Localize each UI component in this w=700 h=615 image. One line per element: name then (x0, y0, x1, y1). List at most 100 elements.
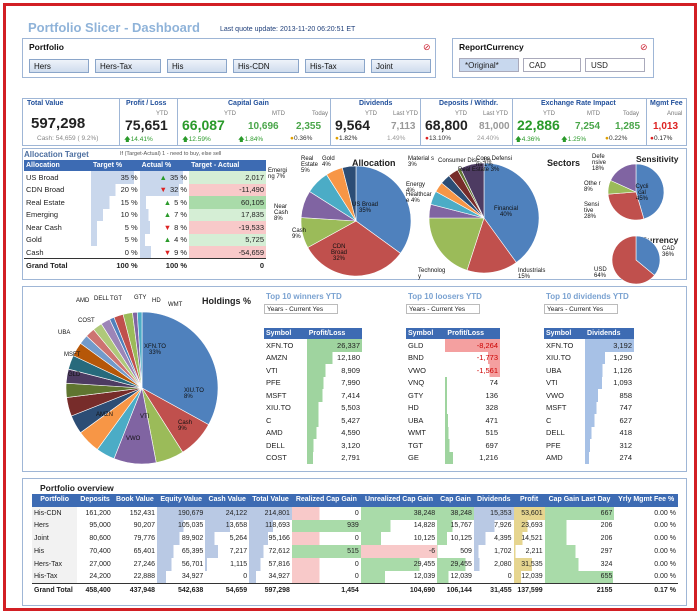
col-header[interactable]: Profit (513, 494, 545, 507)
kpi-value: 597,298 (31, 115, 86, 132)
col-header[interactable]: Portfolio (32, 494, 78, 507)
table-cell: His-CDN (32, 506, 78, 520)
table-row[interactable]: HD 328 (406, 401, 500, 414)
table-row[interactable]: VWO 858 (544, 389, 634, 402)
table-row[interactable]: UBA 471 (406, 414, 500, 427)
table-row[interactable]: GLD -8,264 (406, 339, 500, 352)
kpi-head: Capital Gain (228, 100, 269, 107)
pie-label: XFN.TO 33% (144, 344, 166, 356)
table-row[interactable]: His-CDN 161,200 152,431 190,679 24,122 214,80… (32, 506, 678, 520)
slicer-item-his[interactable]: His (167, 59, 227, 73)
table-cell: AMZN (266, 353, 288, 363)
table-cell: 2,080 (473, 557, 514, 571)
col-header[interactable]: Symbol (406, 328, 446, 339)
col-header[interactable]: Unrealized Cap Gain (360, 494, 438, 507)
table-row[interactable]: COST 2,791 (264, 451, 362, 464)
table-row[interactable]: XFN.TO 26,337 (264, 339, 362, 352)
slicer-item-joint[interactable]: Joint (371, 59, 431, 73)
slicer-item-his-tax[interactable]: His-Tax (305, 59, 365, 73)
pie-label: Technolog y (418, 268, 446, 280)
col-header[interactable]: Realized Cap Gain (291, 494, 361, 507)
table-cell: 118,693 (249, 519, 292, 533)
pie-label: Othe r 8% (584, 181, 601, 193)
clear-currency-filter-icon[interactable]: ⊘ (640, 42, 648, 52)
table-row[interactable]: His-Tax 24,200 22,888 34,927 0 34,927 0 12,039 1… (32, 570, 678, 584)
table-row[interactable]: XIU.TO 5,503 (264, 401, 362, 414)
table-row[interactable]: PFE 7,990 (264, 376, 362, 389)
table-row[interactable]: Hers-Tax 27,000 27,246 56,701 1,115 57,816 0 29… (32, 557, 678, 571)
loosers-filter-dropdown[interactable]: Years - Current Yes (406, 304, 480, 314)
table-row[interactable]: XIU.TO 1,290 (544, 351, 634, 364)
table-row[interactable]: BND -1,773 (406, 351, 500, 364)
winners-filter-dropdown[interactable]: Years - Current Yes (264, 304, 338, 314)
col-header[interactable]: Symbol (264, 328, 307, 339)
currency-item-cad[interactable]: CAD (523, 58, 581, 72)
table-row[interactable]: VNQ 74 (406, 376, 500, 389)
table-cell: Grand Total (32, 583, 78, 597)
col-header[interactable]: Deposits (77, 494, 113, 507)
col-header[interactable]: Profit/Loss (306, 328, 362, 339)
currency-item-usd[interactable]: USD (585, 58, 645, 72)
table-cell: 20 % (91, 183, 140, 196)
table-row[interactable]: VTI 8,909 (264, 364, 362, 377)
table-row[interactable]: DELL 418 (544, 426, 634, 439)
kpi-pct: 🡅12.59% (182, 136, 211, 143)
col-header[interactable]: Symbol (544, 328, 586, 339)
table-cell: 1,126 (585, 364, 634, 377)
table-row[interactable]: C 627 (544, 414, 634, 427)
table-cell: 31,455 (473, 583, 514, 597)
col-header[interactable]: Equity Value (157, 494, 206, 507)
table-cell: ▲ 4 % (139, 233, 190, 246)
table-row[interactable]: GE 1,216 (406, 451, 500, 464)
table-row[interactable]: AMD 4,590 (264, 426, 362, 439)
table-row[interactable]: Hers 95,000 90,207 105,035 13,658 118,693 939 1… (32, 519, 678, 533)
col-header[interactable]: Dividends (585, 328, 634, 339)
table-cell: VNQ (408, 378, 425, 388)
currency-item-original[interactable]: *Original* (459, 58, 519, 72)
table-row[interactable]: GTY 136 (406, 389, 500, 402)
table-row[interactable]: PFE 312 (544, 439, 634, 452)
table-row[interactable]: MSFT 747 (544, 401, 634, 414)
table-row[interactable]: WMT 515 (406, 426, 500, 439)
kpi-bar: Total Value 597,298 Cash: 54,659 ( 9.2%)… (22, 98, 687, 146)
table-row[interactable]: Joint 80,600 79,776 89,902 5,264 95,166 0 10,12… (32, 532, 678, 546)
slicer-item-his-cdn[interactable]: His-CDN (233, 59, 299, 73)
clear-filter-icon[interactable]: ⊘ (423, 42, 431, 52)
table-cell: 5,264 (205, 532, 250, 546)
table-row[interactable]: UBA 1,126 (544, 364, 634, 377)
col-header[interactable]: Cash Value (205, 494, 250, 507)
table-row[interactable]: TGT 697 (406, 439, 500, 452)
dividends-filter-dropdown[interactable]: Years - Current Yes (544, 304, 618, 314)
pie-label: Sensi tive 28% (584, 202, 600, 220)
table-cell: Emerging (26, 210, 59, 220)
col-header[interactable]: Yrly Mgmt Fee % (614, 494, 678, 507)
table-row[interactable]: C 5,427 (264, 414, 362, 427)
col-header[interactable]: Dividends (473, 494, 514, 507)
col-header[interactable]: Cap Gain (437, 494, 474, 507)
col-header[interactable]: Profit/Loss (445, 328, 500, 339)
table-row[interactable]: XFN.TO 3,192 (544, 339, 634, 352)
col-header[interactable]: Target % (91, 160, 140, 171)
table-row[interactable]: VWO -1,561 (406, 364, 500, 377)
col-header[interactable]: Total Value (249, 494, 292, 507)
table-row[interactable]: VTI 1,093 (544, 376, 634, 389)
slicer-item-hers[interactable]: Hers (29, 59, 89, 73)
col-header[interactable]: Allocation (24, 160, 92, 171)
table-row[interactable]: AMD 274 (544, 451, 634, 464)
table-row[interactable]: His 70,400 65,401 65,395 7,217 72,612 515 -6 509… (32, 545, 678, 558)
table-cell: 38,248 (360, 506, 438, 520)
currency-pie (611, 235, 661, 285)
table-cell: 53,601 (513, 506, 545, 520)
kpi-sub: Anual (667, 111, 683, 117)
pie-label: Cycli cal 45% (635, 184, 649, 202)
col-header[interactable]: Actual % (139, 160, 190, 171)
slicer-item-hers-tax[interactable]: Hers-Tax (95, 59, 161, 73)
table-row[interactable]: AMZN 12,180 (264, 351, 362, 364)
table-cell: UBA (546, 365, 562, 375)
col-header[interactable]: Target - Actual (189, 160, 266, 171)
table-row[interactable]: DELL 3,120 (264, 439, 362, 452)
col-header[interactable]: Cap Gain Last Day (544, 494, 615, 507)
table-cell: 38,248 (437, 506, 474, 520)
table-row[interactable]: MSFT 7,414 (264, 389, 362, 402)
col-header[interactable]: Book Value (112, 494, 157, 507)
